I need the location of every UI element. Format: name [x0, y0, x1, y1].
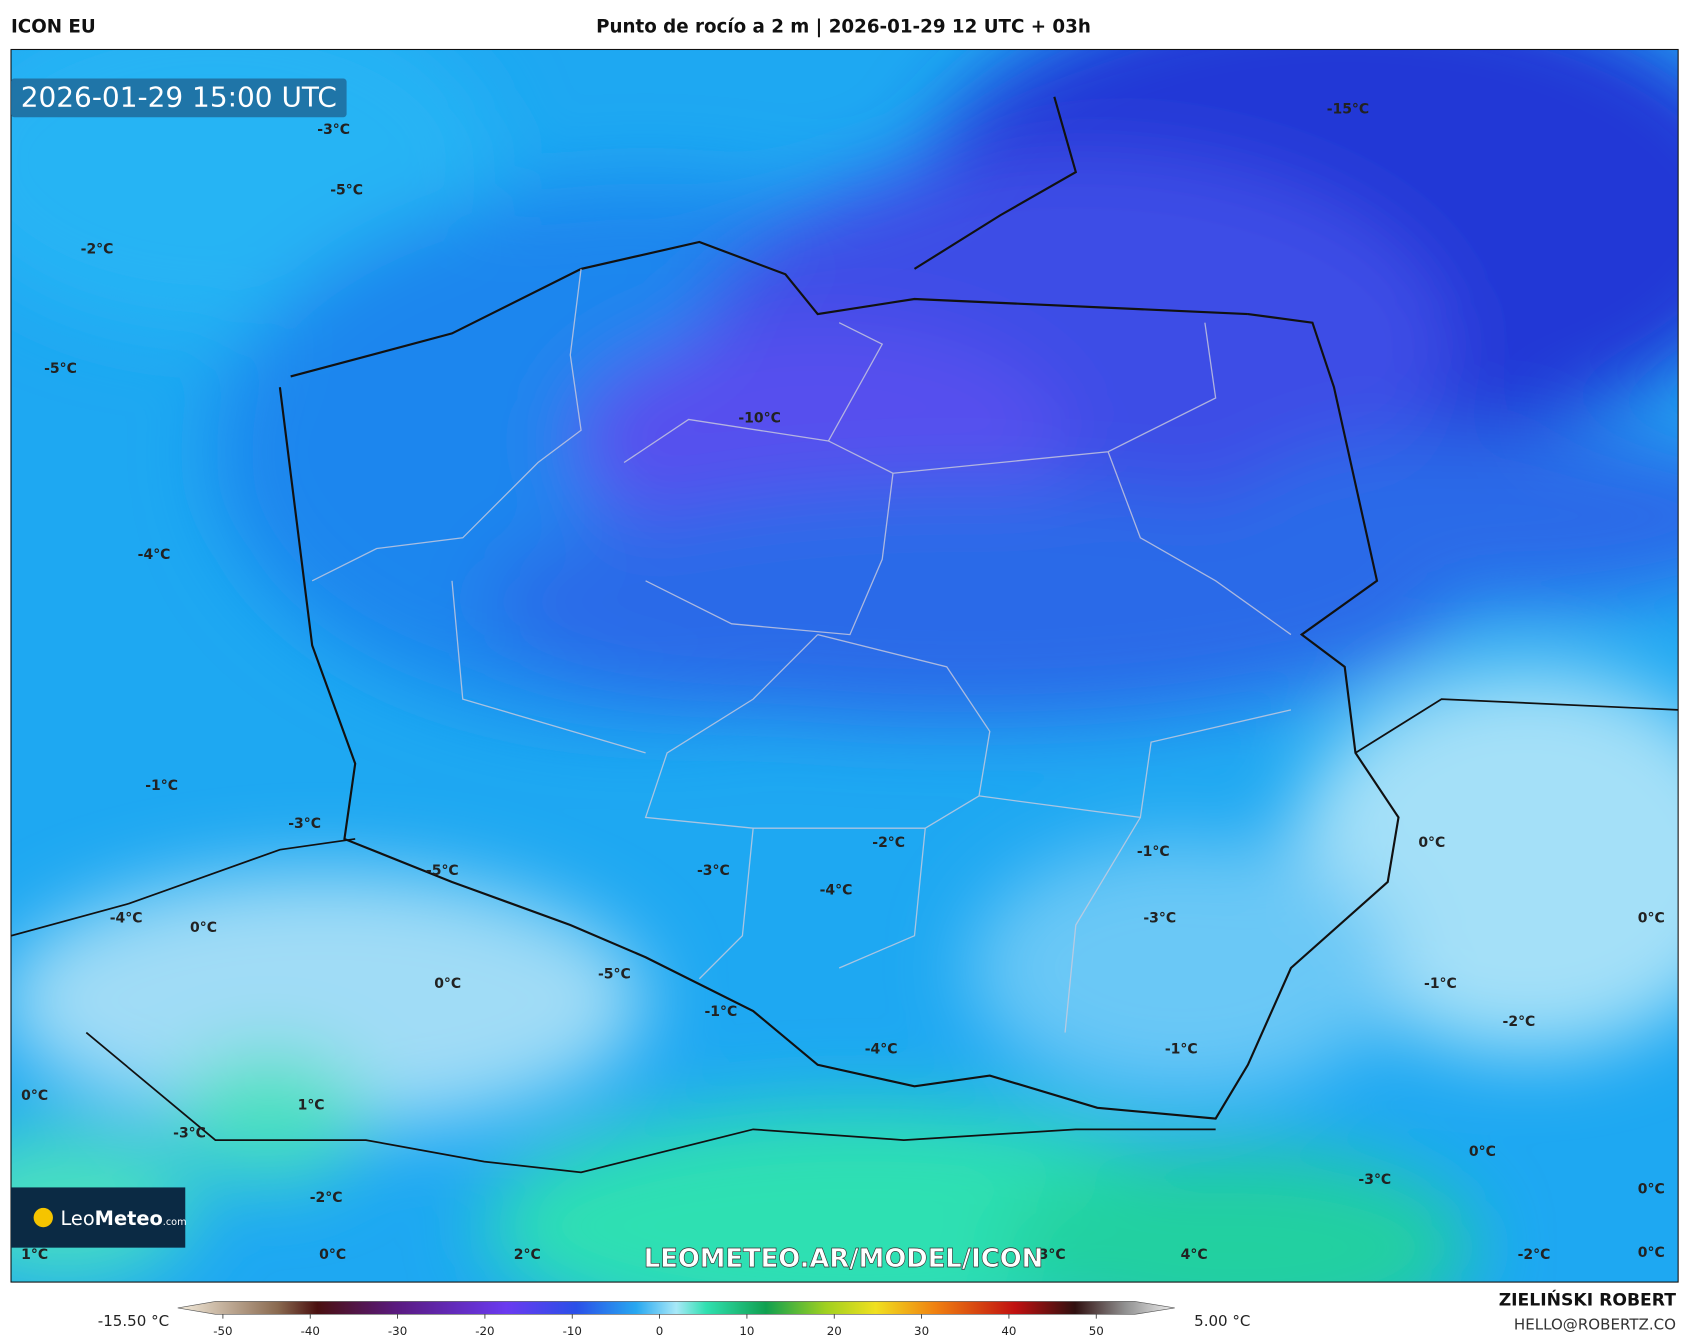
colorbar-tick-label: -40: [301, 1324, 320, 1338]
contour-label: -3°C: [1143, 911, 1176, 927]
colorbar-max: 5.00 °C: [1194, 1312, 1250, 1330]
map-frame: [10, 48, 1679, 1283]
colorbar-tick-label: 30: [914, 1324, 929, 1338]
timestamp-box: [11, 78, 347, 118]
contour-label: -1°C: [1424, 976, 1457, 992]
contour-label: -3°C: [317, 122, 350, 138]
contour-label: 0°C: [1638, 1182, 1665, 1198]
contour-label: 0°C: [1469, 1144, 1496, 1160]
contour-label: 2°C: [514, 1247, 541, 1263]
contour-label: -5°C: [44, 361, 77, 377]
map-title: Punto de rocío a 2 m | 2026-01-29 12 UTC…: [596, 16, 1091, 37]
contour-label: -5°C: [426, 863, 459, 879]
contour-label: -15°C: [1327, 102, 1369, 118]
contour-label: 1°C: [298, 1098, 325, 1114]
timestamp: 2026-01-29 15:00 UTC: [21, 80, 337, 113]
contour-label: -1°C: [145, 778, 178, 794]
contour-label: -4°C: [138, 547, 171, 563]
contour-label: 0°C: [190, 920, 217, 936]
contour-label: -4°C: [110, 911, 143, 927]
contour-label: -1°C: [705, 1004, 738, 1020]
contour-label: -5°C: [598, 966, 631, 982]
colorbar-ticks: -50 -40 -30 -20 -10 0 10 20 30 40 50: [213, 1314, 1104, 1338]
contour-label: 4°C: [1181, 1247, 1208, 1263]
contour-label: -2°C: [310, 1190, 343, 1206]
colorbar-tick-label: 40: [1001, 1324, 1016, 1338]
colorbar-tick-label: 20: [827, 1324, 842, 1338]
logo-meteo: Meteo: [95, 1207, 163, 1230]
logo-sun: [33, 1207, 53, 1228]
contour-label: 0°C: [1638, 1245, 1665, 1261]
contour-label: -3°C: [1358, 1172, 1391, 1188]
colorbar-min: -15.50 °C: [98, 1312, 169, 1330]
contour-label: -4°C: [865, 1042, 898, 1058]
contour-label: -3°C: [173, 1126, 206, 1142]
contour-label: -3°C: [697, 863, 730, 879]
contour-label: -2°C: [81, 242, 114, 258]
logo-leo: Leo: [60, 1207, 94, 1230]
contour-label: -4°C: [820, 883, 853, 899]
model-name: ICON EU: [11, 16, 96, 37]
contour-label: -1°C: [1165, 1042, 1198, 1058]
colorbar-tick-label: 0: [656, 1324, 664, 1338]
colorbar-tick-label: -20: [475, 1324, 494, 1338]
contour-label: -5°C: [330, 182, 363, 198]
colorbar-tick-label: 50: [1089, 1324, 1104, 1338]
contour-label: 0°C: [1638, 911, 1665, 927]
colorbar-tick-label: -30: [388, 1324, 407, 1338]
author-email: HELLO@ROBERTZ.CO: [1514, 1315, 1676, 1333]
contour-label: 0°C: [434, 976, 461, 992]
contour-label: -1°C: [1137, 844, 1170, 860]
contour-label: 3°C: [1039, 1247, 1066, 1263]
watermark: LEOMETEO.AR/MODEL/ICON: [644, 1244, 1043, 1274]
author-name: ZIELIŃSKI ROBERT: [1499, 1289, 1677, 1311]
contour-label: 0°C: [21, 1088, 48, 1104]
contour-label: 0°C: [1418, 835, 1445, 851]
logo-com: .com: [163, 1217, 187, 1228]
colorbar: [177, 1301, 1175, 1315]
logo: LeoMeteo.com: [60, 1207, 186, 1230]
colorbar-tick-label: -50: [213, 1324, 232, 1338]
contour-label: -2°C: [1503, 1014, 1536, 1030]
contour-label: -10°C: [738, 410, 780, 426]
contour-label: -2°C: [1518, 1247, 1551, 1263]
contour-label: -2°C: [872, 835, 905, 851]
colorbar-tick-label: -10: [563, 1324, 582, 1338]
contour-label: 1°C: [21, 1247, 48, 1263]
contour-label: -3°C: [288, 816, 321, 832]
contour-labels: -3°C -5°C -2°C -5°C -15°C -10°C -4°C -1°C -3°C -5…: [21, 102, 1665, 1263]
contour-label: 0°C: [319, 1247, 346, 1263]
colorbar-tick-label: 10: [739, 1324, 754, 1338]
